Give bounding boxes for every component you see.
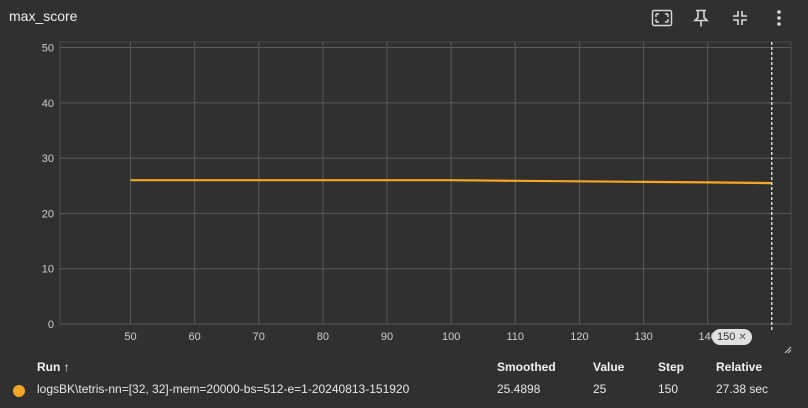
series-line[interactable] xyxy=(130,179,772,185)
collapse-icon xyxy=(732,11,747,25)
hover-step-badge[interactable]: 150 ✕ xyxy=(712,329,752,345)
x-tick-label: 130 xyxy=(634,331,652,343)
more-vert-icon xyxy=(776,10,781,26)
y-tick-label: 30 xyxy=(42,153,54,165)
y-tick-label: 20 xyxy=(42,208,54,220)
x-tick-label: 60 xyxy=(189,331,201,343)
table-row[interactable]: logsBK\tetris-nn=[32, 32]-mem=20000-bs=5… xyxy=(0,382,808,400)
run-name: logsBK\tetris-nn=[32, 32]-mem=20000-bs=5… xyxy=(37,382,410,396)
run-color-dot xyxy=(13,385,25,397)
fit-domain-button[interactable] xyxy=(642,6,681,30)
panel-toolbar xyxy=(642,6,798,30)
table-header: Run ↑ Smoothed Value Step Relative xyxy=(0,360,808,378)
hover-step-label: 150 xyxy=(717,331,736,343)
relative-time: 27.38 sec xyxy=(716,382,769,396)
header-smoothed[interactable]: Smoothed xyxy=(497,360,556,374)
x-tick-label: 80 xyxy=(317,331,329,343)
x-tick-label: 120 xyxy=(570,331,588,343)
x-tick-label: 110 xyxy=(506,331,524,343)
panel-title: max_score xyxy=(9,8,78,24)
x-tick-label: 70 xyxy=(253,331,265,343)
resize-handle-icon[interactable] xyxy=(784,346,792,354)
x-tick-label: 100 xyxy=(442,331,460,343)
fit-domain-icon xyxy=(651,9,672,27)
y-tick-label: 50 xyxy=(42,43,54,55)
header-value[interactable]: Value xyxy=(593,360,625,374)
pin-button[interactable] xyxy=(681,6,720,30)
y-tick-label: 40 xyxy=(42,98,54,110)
collapse-button[interactable] xyxy=(720,6,759,30)
x-tick-label: 50 xyxy=(124,331,136,343)
header-step[interactable]: Step xyxy=(658,360,685,374)
smoothed-value: 25.4898 xyxy=(497,382,541,396)
y-tick-label: 10 xyxy=(42,264,54,276)
header-relative[interactable]: Relative xyxy=(716,360,763,374)
close-icon[interactable]: ✕ xyxy=(738,331,747,343)
raw-value: 25 xyxy=(593,382,607,396)
more-menu-button[interactable] xyxy=(759,6,798,30)
pin-icon xyxy=(692,9,709,27)
header-run[interactable]: Run ↑ xyxy=(37,360,70,374)
x-tick-label: 90 xyxy=(381,331,393,343)
y-tick-label: 0 xyxy=(48,319,54,331)
step-value: 150 xyxy=(658,382,679,396)
